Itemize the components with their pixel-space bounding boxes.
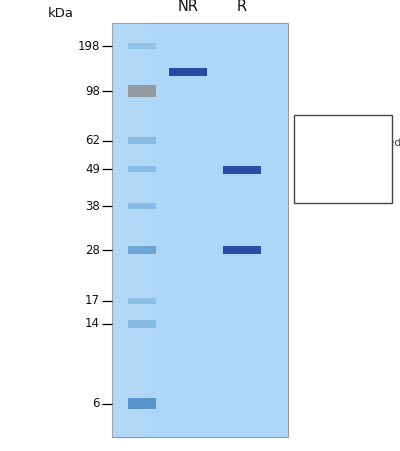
Bar xyxy=(128,43,156,49)
Text: 2.5 μg loading
NR = Non-reduced
R = Reduced: 2.5 μg loading NR = Non-reduced R = Redu… xyxy=(299,123,400,162)
Text: kDa: kDa xyxy=(48,7,74,20)
Bar xyxy=(223,166,261,174)
Text: 49: 49 xyxy=(85,163,100,175)
Text: 28: 28 xyxy=(85,244,100,257)
Bar xyxy=(128,137,156,144)
Text: 98: 98 xyxy=(85,85,100,97)
Bar xyxy=(294,115,392,203)
Bar xyxy=(128,166,156,172)
Text: 38: 38 xyxy=(85,200,100,212)
Bar xyxy=(128,398,156,409)
Bar xyxy=(128,202,156,209)
Text: 14: 14 xyxy=(85,318,100,330)
Bar xyxy=(223,246,261,254)
Text: 17: 17 xyxy=(85,295,100,307)
Text: NR: NR xyxy=(178,0,198,14)
Bar xyxy=(112,23,288,437)
Bar xyxy=(128,246,156,254)
Bar xyxy=(128,298,156,304)
Text: 198: 198 xyxy=(78,40,100,52)
Text: R: R xyxy=(237,0,247,14)
Text: 6: 6 xyxy=(92,397,100,410)
Bar xyxy=(169,68,207,76)
Bar xyxy=(128,320,156,328)
Bar xyxy=(128,85,156,97)
Bar xyxy=(112,23,146,437)
Text: 62: 62 xyxy=(85,134,100,147)
